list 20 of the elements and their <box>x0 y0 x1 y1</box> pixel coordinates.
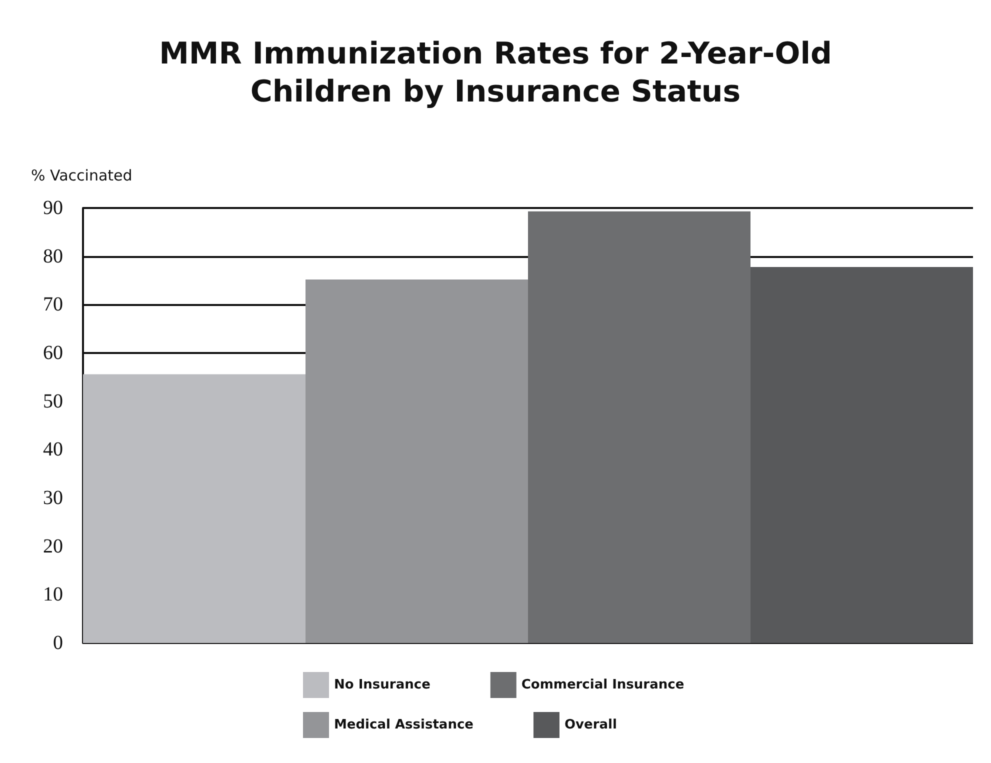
y-tick-label: 80 <box>43 245 63 268</box>
legend-label: No Insurance <box>334 678 431 692</box>
bar <box>83 374 306 643</box>
chart-title: MMR Immunization Rates for 2-Year-Old Children by Insurance Status <box>159 36 832 110</box>
y-tick-label: 40 <box>43 438 63 461</box>
bar <box>306 280 528 643</box>
y-tick-label: 0 <box>53 632 63 654</box>
bar <box>750 266 973 643</box>
legend-label: Overall <box>564 718 617 732</box>
bar <box>528 211 750 643</box>
y-tick-label: 90 <box>43 197 63 219</box>
y-axis-title: % Vaccinated <box>31 166 132 184</box>
y-tick-label: 60 <box>43 342 63 364</box>
y-tick-label: 50 <box>43 390 63 412</box>
y-tick-label: 20 <box>43 535 63 558</box>
legend-label: Medical Assistance <box>334 718 474 732</box>
y-tick-label: 70 <box>43 294 63 316</box>
y-tick-label: 10 <box>43 584 63 606</box>
y-tick-label: 30 <box>43 487 63 509</box>
legend-label: Commercial Insurance <box>521 678 684 692</box>
